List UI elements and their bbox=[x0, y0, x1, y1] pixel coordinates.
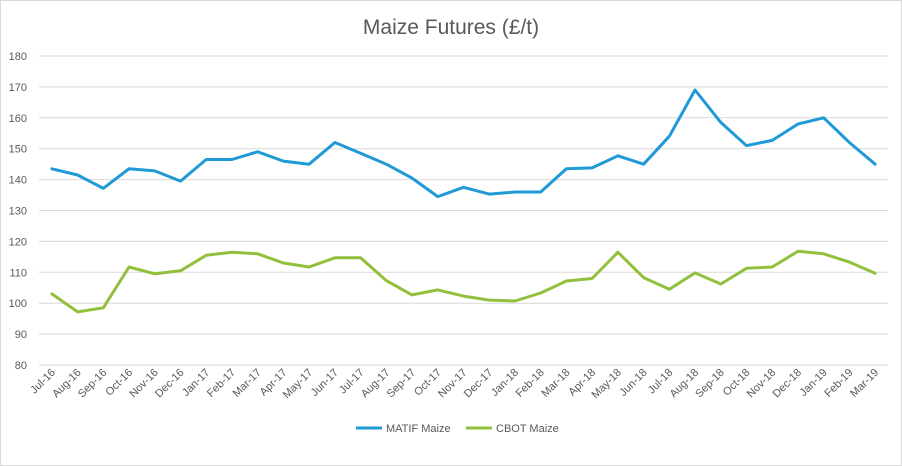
y-tick-label: 140 bbox=[9, 175, 27, 187]
y-axis-ticks: 80 90 100 110 120 130 140 150 160 170 180 bbox=[9, 51, 27, 372]
x-tick-label: Mar-18 bbox=[539, 367, 572, 400]
x-tick-label: Mar-19 bbox=[848, 367, 881, 400]
y-tick-label: 180 bbox=[9, 51, 27, 63]
y-tick-label: 80 bbox=[15, 360, 27, 372]
x-tick-label: Dec-17 bbox=[462, 367, 496, 401]
y-tick-label: 110 bbox=[9, 267, 27, 279]
x-tick-label: Sep-16 bbox=[76, 367, 110, 401]
x-tick-label: Dec-16 bbox=[153, 367, 187, 401]
x-tick-label: Sep-18 bbox=[693, 367, 727, 401]
series-line-matif bbox=[50, 88, 877, 199]
x-tick-label: Jun-17 bbox=[309, 367, 341, 399]
y-tick-label: 160 bbox=[9, 113, 27, 125]
x-tick-label: Mar-17 bbox=[231, 367, 264, 400]
x-axis-ticks: Jul-16Aug-16Sep-16Oct-16Nov-16Dec-16Jan-… bbox=[28, 367, 881, 401]
y-tick-label: 120 bbox=[9, 236, 27, 248]
series-line-cbot bbox=[50, 249, 877, 314]
legend-label: CBOT Maize bbox=[496, 423, 559, 435]
y-tick-label: 150 bbox=[9, 144, 27, 156]
y-tick-label: 170 bbox=[9, 82, 27, 94]
gridlines bbox=[39, 55, 888, 366]
y-tick-label: 90 bbox=[15, 329, 27, 341]
series-lines bbox=[50, 88, 877, 314]
legend: MATIF Maize CBOT Maize bbox=[356, 423, 559, 435]
y-tick-label: 100 bbox=[9, 298, 27, 310]
legend-label: MATIF Maize bbox=[386, 423, 451, 435]
y-tick-label: 130 bbox=[9, 206, 27, 218]
chart-title: Maize Futures (£/t) bbox=[363, 16, 539, 39]
x-tick-label: Dec-18 bbox=[771, 367, 805, 401]
x-tick-label: Sep-17 bbox=[385, 367, 419, 401]
x-tick-label: Jun-18 bbox=[617, 367, 649, 399]
